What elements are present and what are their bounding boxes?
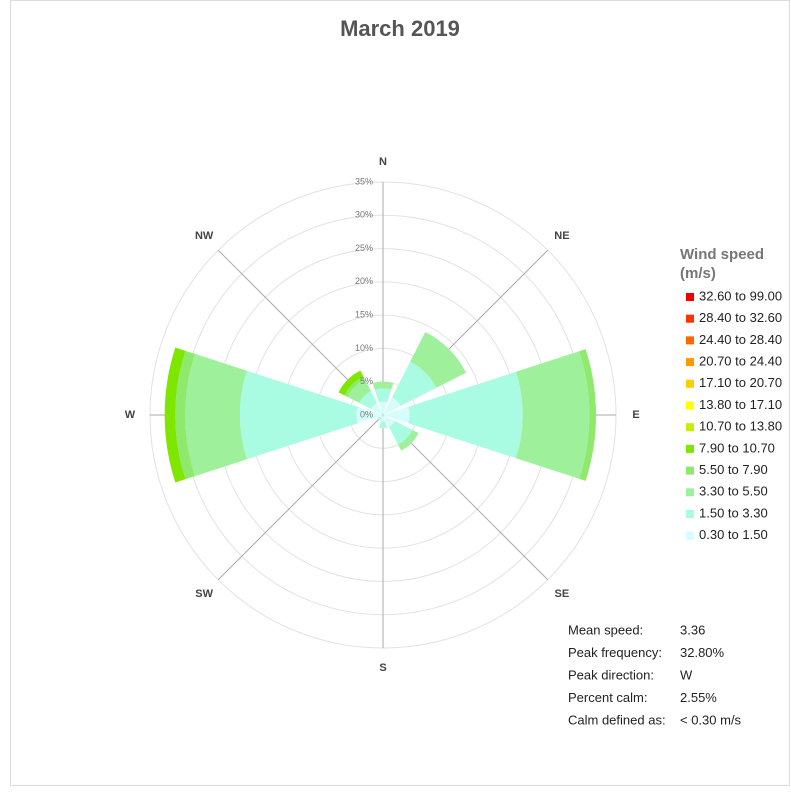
- spoke: [217, 414, 384, 581]
- r-tick-label: 15%: [355, 310, 373, 320]
- petal-segment: [338, 370, 364, 396]
- petal-segment: [377, 416, 382, 421]
- stat-value: < 0.30 m/s: [680, 712, 742, 727]
- r-tick-label: 10%: [355, 343, 373, 353]
- legend-swatch: [686, 466, 694, 475]
- stat-label: Peak direction:: [568, 667, 654, 682]
- petal-segment: [372, 381, 394, 390]
- stat-value: 2.55%: [680, 690, 717, 705]
- petal-segment: [383, 397, 401, 415]
- petal-segment: [410, 331, 467, 388]
- petal-segment: [185, 353, 247, 477]
- stat-label: Mean speed:: [568, 622, 643, 637]
- r-tick-label: 30%: [355, 210, 373, 220]
- direction-label: SE: [555, 588, 570, 600]
- petal-segment: [371, 403, 383, 415]
- stat-value: 3.36: [680, 622, 705, 637]
- legend-swatch: [686, 293, 694, 301]
- stat-value: W: [680, 667, 693, 682]
- r-tick-label: 5%: [360, 376, 373, 386]
- legend-swatch: [686, 531, 694, 540]
- petal-segment: [164, 347, 186, 483]
- legend-title: (m/s): [680, 265, 716, 282]
- direction-label: E: [632, 409, 639, 421]
- legend-title: Wind speed: [680, 246, 764, 263]
- petal-segment: [392, 361, 437, 406]
- legend-label: 3.30 to 5.50: [699, 484, 768, 499]
- legend-label: 1.50 to 3.30: [699, 505, 768, 520]
- legend-swatch: [686, 444, 694, 453]
- legend-swatch: [686, 358, 694, 367]
- direction-label: N: [379, 156, 387, 168]
- stat-label: Calm defined as:: [568, 712, 666, 727]
- petal-segment: [579, 349, 597, 481]
- petal-segment: [359, 391, 377, 409]
- stat-label: Peak frequency:: [568, 645, 662, 660]
- petal-segment: [344, 376, 365, 397]
- petal-segment: [383, 415, 395, 427]
- petal-segment: [356, 406, 383, 424]
- legend-label: 28.40 to 32.60: [699, 310, 782, 325]
- direction-label: S: [379, 662, 386, 674]
- petal-segment: [389, 421, 413, 445]
- petal-segment: [239, 370, 358, 460]
- petal-segment: [383, 406, 410, 424]
- r-tick-label: 35%: [355, 176, 373, 186]
- legend-swatch: [686, 423, 694, 432]
- direction-label: SW: [195, 588, 213, 600]
- r-tick-label: 25%: [355, 243, 373, 253]
- legend-swatch: [686, 510, 694, 518]
- legend-label: 20.70 to 24.40: [699, 354, 782, 369]
- petal-segment: [515, 351, 590, 479]
- stat-label: Percent calm:: [568, 690, 647, 705]
- legend-swatch: [686, 488, 694, 497]
- legend-label: 10.70 to 13.80: [699, 419, 782, 434]
- petal-segment: [380, 415, 383, 418]
- petal-segment: [378, 421, 388, 429]
- legend-swatch: [686, 314, 694, 323]
- chart-title: March 2019: [340, 16, 460, 41]
- petal-segment: [378, 401, 388, 415]
- petal-segment: [347, 379, 371, 403]
- legend-label: 13.80 to 17.10: [699, 397, 782, 412]
- direction-label: NW: [195, 230, 214, 242]
- petal-segment: [380, 415, 386, 422]
- r-tick-label: 0%: [360, 409, 373, 419]
- direction-label: NE: [554, 230, 569, 242]
- stat-value: 32.80%: [680, 645, 725, 660]
- petal-segment: [374, 388, 392, 403]
- petal-segment: [398, 430, 419, 451]
- legend-swatch: [686, 379, 694, 388]
- legend-swatch: [686, 336, 694, 345]
- legend-label: 24.40 to 28.40: [699, 332, 782, 347]
- petal-segment: [175, 350, 195, 480]
- direction-label: W: [125, 409, 136, 421]
- legend-label: 17.10 to 20.70: [699, 375, 782, 390]
- legend-label: 7.90 to 10.70: [699, 440, 775, 455]
- legend-label: 32.60 to 99.00: [699, 288, 782, 303]
- legend-label: 0.30 to 1.50: [699, 527, 768, 542]
- r-tick-label: 20%: [355, 276, 373, 286]
- legend-label: 5.50 to 7.90: [699, 462, 768, 477]
- legend-swatch: [686, 401, 694, 410]
- petal-segment: [408, 371, 523, 459]
